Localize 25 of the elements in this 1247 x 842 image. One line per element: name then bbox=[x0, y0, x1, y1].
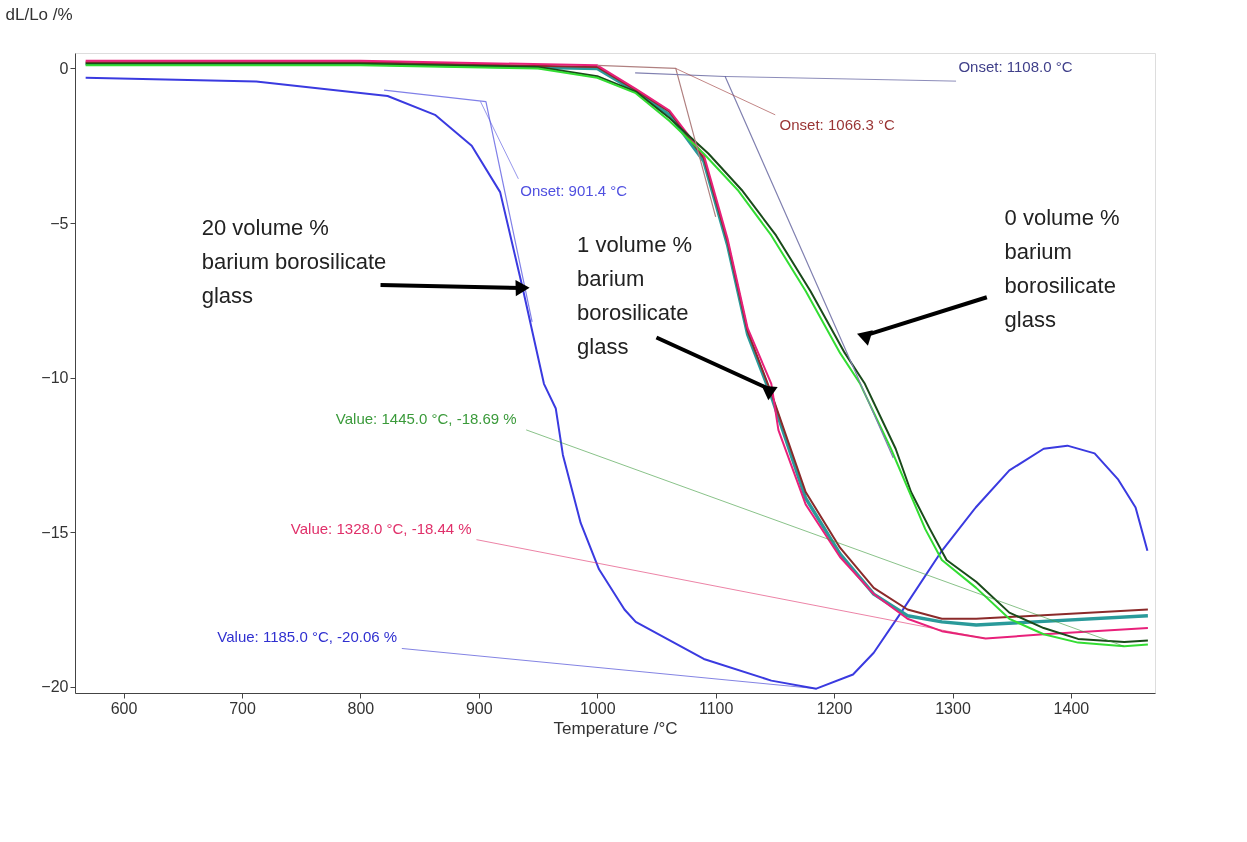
annotation: Value: 1185.0 °C, -20.06 % bbox=[217, 628, 398, 646]
annotation: 0 volume % barium borosilicate glass bbox=[1004, 204, 1120, 332]
x-tick-label: 1300 bbox=[935, 699, 971, 717]
x-tick-label: 700 bbox=[229, 699, 256, 717]
y-tick-label: −15 bbox=[41, 523, 69, 541]
x-tick-label: 800 bbox=[347, 699, 375, 717]
x-tick-label: 1400 bbox=[1053, 699, 1090, 717]
x-tick-label: 1100 bbox=[698, 699, 734, 717]
annotation: Onset: 1108.0 °C bbox=[958, 57, 1073, 75]
x-axis-title: Temperature /°C bbox=[553, 718, 678, 738]
annotation: 1 volume % barium borosilicate glass bbox=[577, 232, 693, 360]
x-tick-label: 900 bbox=[465, 699, 493, 717]
y-tick-label: −10 bbox=[41, 369, 69, 387]
x-tick-label: 1000 bbox=[579, 699, 616, 717]
annotation: Onset: 901.4 °C bbox=[520, 182, 628, 200]
annotation: Value: 1445.0 °C, -18.69 % bbox=[335, 410, 517, 428]
x-tick-label: 600 bbox=[110, 699, 138, 717]
y-tick-label: 0 bbox=[59, 59, 69, 77]
y-tick-label: −5 bbox=[50, 214, 69, 232]
annotation: 20 volume % barium borosilicate glass bbox=[201, 215, 387, 309]
x-tick-label: 1200 bbox=[816, 699, 853, 717]
annotation: Value: 1328.0 °C, -18.44 % bbox=[290, 520, 472, 538]
annotation: Onset: 1066.3 °C bbox=[779, 116, 895, 134]
y-tick-label: −20 bbox=[41, 678, 69, 696]
y-axis-title: dL/Lo /% bbox=[5, 4, 73, 24]
